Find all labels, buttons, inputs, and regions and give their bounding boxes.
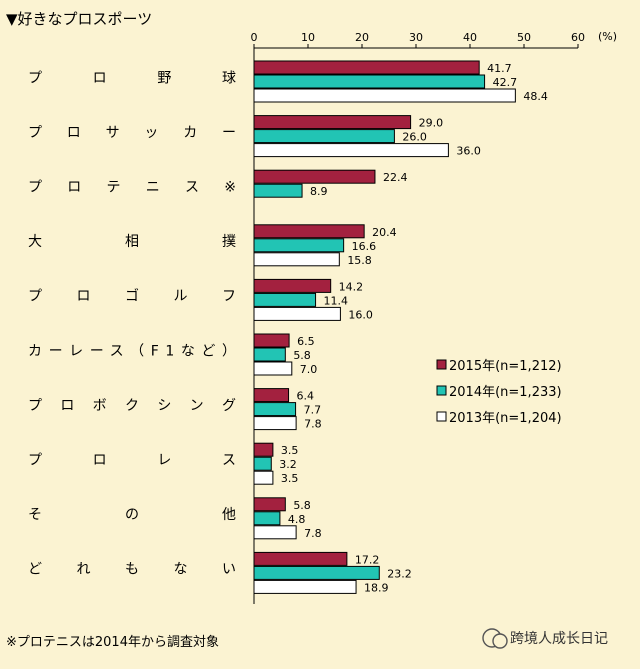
- data-label: 7.8: [304, 527, 322, 540]
- bar: [253, 511, 281, 526]
- bar: [253, 183, 303, 198]
- x-tick-label: 60: [571, 31, 585, 44]
- x-tick-label: 40: [463, 31, 477, 44]
- bar: [253, 388, 290, 403]
- category-label: プロテニス※: [28, 180, 236, 196]
- data-label: 5.8: [293, 349, 311, 362]
- bar: [253, 579, 357, 594]
- legend-swatch: [436, 359, 447, 370]
- bar: [253, 333, 290, 348]
- category-label: プ ロ レ ス: [28, 453, 236, 469]
- data-label: 5.8: [293, 499, 311, 512]
- bar: [253, 278, 332, 293]
- legend-swatch: [436, 385, 447, 396]
- bar: [253, 565, 380, 580]
- category-label: プロサッカー: [28, 125, 236, 141]
- legend-label: 2015年(n=1,212): [449, 359, 562, 374]
- data-label: 26.0: [402, 131, 427, 144]
- data-label: 18.9: [364, 581, 389, 594]
- category-label: そ の 他: [28, 507, 236, 523]
- data-label: 7.0: [300, 363, 318, 376]
- bar: [253, 347, 286, 362]
- data-label: 3.5: [281, 444, 299, 457]
- data-label: 36.0: [456, 145, 481, 158]
- category-label: 大 相 撲: [28, 234, 236, 250]
- bar: [253, 88, 516, 103]
- bar: [253, 442, 274, 457]
- watermark-text: 跨境人成长日记: [510, 631, 608, 647]
- data-label: 3.5: [281, 472, 299, 485]
- x-axis-unit: (%): [598, 30, 617, 43]
- category-label: ど れ も な い: [28, 562, 236, 578]
- x-tick-label: 10: [301, 31, 315, 44]
- x-tick-label: 20: [355, 31, 369, 44]
- x-tick-label: 0: [251, 31, 258, 44]
- bar: [253, 143, 449, 158]
- bars: 41.742.748.429.026.036.022.48.920.416.61…: [253, 60, 548, 594]
- bar: [253, 416, 297, 431]
- category-label: プロボクシング: [28, 398, 236, 414]
- chat-bubble-icon-small: [492, 633, 508, 649]
- bar: [253, 402, 297, 417]
- bar: [253, 470, 274, 485]
- bar: [253, 456, 272, 471]
- category-label: プロゴルフ: [28, 288, 236, 305]
- chart-title: ▼好きなプロスポーツ: [6, 10, 152, 28]
- watermark: 跨境人成长日记: [482, 628, 608, 649]
- data-label: 4.8: [288, 513, 306, 526]
- x-tick-label: 50: [517, 31, 531, 44]
- bar: [253, 224, 365, 239]
- data-label: 20.4: [372, 226, 397, 239]
- bar: [253, 361, 293, 376]
- bar: [253, 306, 341, 321]
- bar: [253, 129, 395, 144]
- legend-label: 2014年(n=1,233): [449, 385, 562, 400]
- data-label: 6.4: [297, 390, 315, 403]
- bar: [253, 252, 340, 267]
- data-label: 3.2: [279, 458, 297, 471]
- data-label: 11.4: [324, 294, 349, 307]
- bar: [253, 74, 486, 89]
- data-label: 17.2: [355, 553, 380, 566]
- bar: [253, 525, 297, 540]
- legend-swatch: [436, 411, 447, 422]
- category-label: カーレース（F1など）: [28, 343, 236, 359]
- bar: [253, 169, 376, 184]
- data-label: 29.0: [419, 117, 444, 130]
- footnote: ※プロテニスは2014年から調査対象: [6, 635, 219, 650]
- data-label: 8.9: [310, 185, 328, 198]
- legend-label: 2013年(n=1,204): [449, 411, 562, 426]
- legend: 2015年(n=1,212) 2014年(n=1,233) 2013年(n=1,20…: [436, 359, 562, 426]
- bar: [253, 115, 412, 130]
- data-label: 16.0: [348, 308, 373, 321]
- category-label: プ ロ 野 球: [28, 70, 236, 86]
- data-label: 16.6: [352, 240, 377, 253]
- x-tick-label: 30: [409, 31, 423, 44]
- bar: [253, 551, 348, 566]
- data-label: 7.8: [304, 418, 322, 431]
- data-label: 22.4: [383, 171, 408, 184]
- bar: [253, 292, 317, 307]
- bar: [253, 497, 286, 512]
- data-label: 15.8: [347, 254, 372, 267]
- bar: [253, 238, 345, 253]
- data-label: 14.2: [339, 280, 364, 293]
- data-label: 42.7: [493, 76, 517, 89]
- data-label: 23.2: [387, 567, 412, 580]
- data-label: 6.5: [297, 335, 315, 348]
- data-label: 41.7: [487, 62, 512, 75]
- data-label: 48.4: [523, 90, 548, 103]
- bar: [253, 60, 480, 75]
- data-label: 7.7: [304, 404, 322, 417]
